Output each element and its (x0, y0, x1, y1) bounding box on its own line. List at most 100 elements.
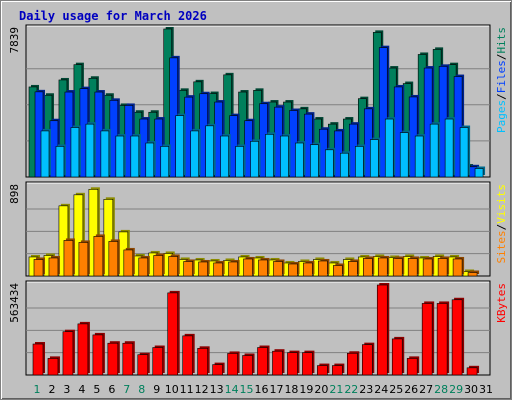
x-tick-label-day-26: 26 (404, 383, 418, 396)
x-tick-label-day-13: 13 (210, 383, 224, 396)
kbytes-bar-day-2 (47, 358, 59, 376)
kbytes-bar-day-22 (347, 352, 358, 376)
x-tick-label-day-11: 11 (180, 383, 194, 396)
pages-bar-day-16 (265, 134, 274, 178)
sites-bar-day-2 (48, 257, 59, 277)
legend-entry: / (495, 224, 508, 231)
kbytes-bar-day-17 (272, 350, 283, 376)
kbytes-bar-day-28 (436, 303, 448, 376)
pages-bar-day-23 (369, 139, 379, 178)
x-tick-label-day-25: 25 (389, 383, 403, 396)
sites-bar-day-12 (198, 261, 208, 277)
sites-bar-day-3 (63, 240, 74, 277)
x-tick-label-day-4: 4 (78, 383, 85, 396)
kbytes-bar-day-12 (197, 348, 208, 376)
sites-bar-day-1 (33, 259, 44, 277)
sites-bar-day-10 (168, 256, 179, 277)
kbytes-bar-day-10 (167, 292, 179, 376)
kbytes-bar-day-30 (466, 367, 478, 376)
kbytes-bar-day-8 (137, 354, 149, 376)
legend-2: KBytes (495, 283, 508, 323)
kbytes-bar-day-1 (32, 343, 44, 376)
x-tick-label-day-9: 9 (153, 383, 160, 396)
sites-bar-day-30 (467, 272, 478, 277)
sites-bar-day-14 (228, 261, 238, 277)
pages-bar-day-28 (444, 118, 454, 178)
legend-1: Sites/Visits (495, 184, 508, 264)
pages-bar-day-3 (70, 127, 80, 178)
legend-entry: Files (495, 60, 508, 93)
x-tick-label-day-2: 2 (48, 383, 55, 396)
pages-bar-day-2 (55, 146, 65, 178)
sites-bar-day-24 (377, 257, 388, 277)
pages-bar-day-19 (310, 144, 319, 178)
files-bar-day-24 (378, 47, 388, 178)
x-tick-label-day-22: 22 (344, 383, 358, 396)
x-tick-label-day-21: 21 (329, 383, 343, 396)
sites-bar-day-4 (78, 242, 89, 277)
sites-bar-day-8 (138, 257, 149, 277)
x-tick-label-day-29: 29 (449, 383, 463, 396)
sites-bar-day-20 (318, 260, 328, 277)
pages-bar-day-21 (340, 152, 349, 178)
kbytes-bar-day-9 (152, 347, 164, 376)
pages-bar-day-12 (205, 125, 214, 178)
kbytes-bar-day-23 (361, 344, 373, 376)
kbytes-bar-day-14 (227, 353, 238, 376)
pages-bar-day-29 (459, 127, 469, 178)
kbytes-bar-day-24 (376, 284, 388, 376)
kbytes-bar-day-4 (77, 323, 89, 376)
pages-bar-day-6 (115, 135, 125, 178)
pages-bar-day-7 (130, 135, 140, 178)
x-tick-label-day-23: 23 (359, 383, 373, 396)
pages-bar-day-18 (295, 142, 304, 178)
pages-bar-day-9 (160, 146, 170, 178)
pages-bar-day-8 (145, 142, 155, 178)
chart-title: Daily usage for March 2026 (19, 9, 207, 23)
x-tick-label-day-28: 28 (434, 383, 448, 396)
x-tick-label-day-16: 16 (255, 383, 269, 396)
kbytes-bar-day-5 (92, 334, 104, 376)
sites-bar-day-22 (348, 261, 358, 277)
x-tick-label-day-17: 17 (269, 383, 283, 396)
pages-bar-day-27 (429, 123, 439, 178)
pages-bar-day-1 (40, 130, 50, 178)
x-tick-label-day-14: 14 (225, 383, 239, 396)
kbytes-bar-day-3 (62, 331, 74, 376)
sites-bar-day-29 (452, 258, 463, 277)
sites-bar-day-11 (183, 261, 193, 277)
kbytes-bar-day-19 (302, 352, 313, 376)
legend-0: Pages/Files/Hits (495, 27, 508, 133)
sites-bar-day-25 (392, 258, 403, 277)
x-tick-label-day-24: 24 (374, 383, 388, 396)
pages-bar-day-25 (399, 132, 409, 178)
sites-bar-day-6 (108, 241, 119, 277)
visits-bar-day-4 (73, 194, 84, 277)
sites-bar-day-23 (362, 258, 373, 277)
x-tick-label-day-12: 12 (195, 383, 209, 396)
pages-bar-day-24 (384, 118, 394, 178)
legend-entry: Hits (495, 27, 508, 54)
sites-bar-day-16 (258, 259, 268, 277)
y-max-label-1: 898 (8, 184, 21, 204)
sites-bar-day-13 (213, 262, 223, 277)
sites-bar-day-27 (422, 258, 433, 277)
kbytes-bar-day-21 (332, 365, 343, 376)
legend-entry: KBytes (495, 283, 508, 323)
legend-entry: Visits (495, 184, 508, 224)
pages-bar-day-11 (190, 130, 199, 178)
pages-bar-day-4 (85, 123, 95, 178)
x-tick-label-day-1: 1 (34, 383, 41, 396)
kbytes-bar-day-15 (242, 355, 253, 376)
kbytes-bar-day-25 (391, 338, 403, 376)
legend-entry: / (495, 54, 508, 61)
visits-bar-day-5 (88, 189, 99, 277)
y-max-label-2: 563434 (8, 283, 21, 323)
sites-bar-day-7 (123, 249, 134, 277)
x-tick-label-day-30: 30 (464, 383, 478, 396)
x-tick-label-day-8: 8 (138, 383, 145, 396)
x-tick-label-day-10: 10 (165, 383, 179, 396)
x-tick-label-day-27: 27 (419, 383, 433, 396)
sites-bar-day-17 (273, 261, 283, 277)
x-tick-label-day-19: 19 (299, 383, 313, 396)
